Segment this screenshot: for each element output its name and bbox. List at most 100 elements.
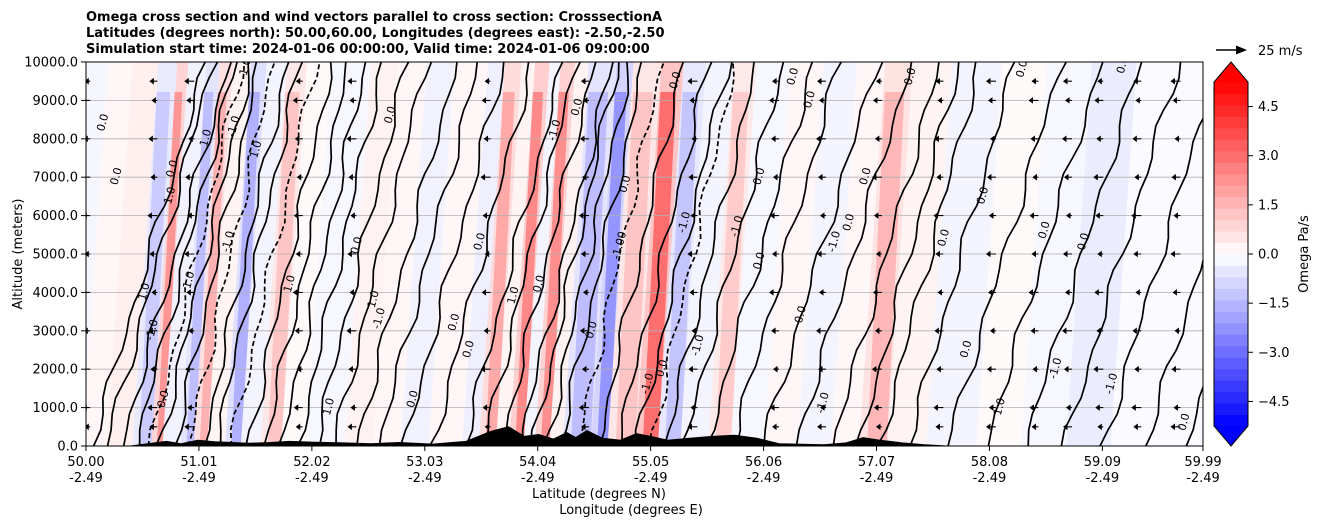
contour-label-30: -1.0 <box>638 372 656 396</box>
wind-vector-5-0 <box>484 77 491 85</box>
wind-vector-15-10 <box>1097 423 1104 431</box>
wind-vector-6-7 <box>579 327 589 335</box>
wind-vector-6-4 <box>578 212 589 219</box>
wind-vector-4-8 <box>348 365 357 373</box>
wind-vector-14-4 <box>1066 212 1072 219</box>
wind-vector-16-0 <box>1133 77 1142 85</box>
wind-vector-0-8 <box>86 368 91 370</box>
x-tick-label-lon-7: -2.49 <box>860 471 894 486</box>
wind-vector-4-1 <box>349 97 357 104</box>
wind-vector-14-0 <box>1063 77 1072 85</box>
wind-vector-11-9 <box>933 404 944 411</box>
wind-vector-10-0 <box>875 77 882 85</box>
wind-vector-0-7 <box>86 327 91 335</box>
contour-line-38 <box>795 62 913 446</box>
wind-vector-13-10 <box>1031 423 1039 431</box>
wind-vector-11-10 <box>935 423 944 431</box>
wind-vector-8-1 <box>769 97 779 104</box>
contour-line-16 <box>335 62 433 446</box>
wind-vector-16-9 <box>1131 404 1142 411</box>
wind-vector-8-8 <box>773 365 779 373</box>
wind-vector-3-0 <box>295 77 303 85</box>
wind-vector-3-10 <box>295 423 303 431</box>
contour-line-40 <box>854 62 960 446</box>
colorbar-segment-16 <box>1214 231 1248 244</box>
contour-label-33: -1.0 <box>675 210 693 234</box>
wind-vector-3-1 <box>292 97 303 104</box>
contour-label-1: 0.0 <box>108 166 125 186</box>
contour-label-2: 1.0 <box>136 281 153 301</box>
wind-vector-2-1 <box>186 97 195 104</box>
wind-vector-13-9 <box>1029 404 1039 411</box>
wind-vector-11-6 <box>937 289 944 296</box>
wind-vector-5-3 <box>480 173 491 181</box>
wind-vector-16-1 <box>1135 97 1142 104</box>
contour-line-12 <box>263 62 347 446</box>
wind-vector-6-2 <box>579 135 589 143</box>
colorbar-segment-25 <box>1214 127 1248 140</box>
contour-label-6: 0.0 <box>164 158 181 178</box>
wind-vector-2-2 <box>188 135 195 143</box>
wind-vector-14-8 <box>1064 365 1072 373</box>
contour-label-56: 0.0 <box>1175 412 1192 432</box>
contour-label-20: 0.0 <box>445 312 462 332</box>
wind-vector-1-5 <box>149 250 158 258</box>
colorbar-segment-29 <box>1214 82 1248 94</box>
wind-vector-2-4 <box>187 212 195 219</box>
wind-vector-7-2 <box>691 135 698 143</box>
wind-vector-1-8 <box>150 365 158 373</box>
wind-vector-9-9 <box>820 404 826 411</box>
y-tick-label-5: 5000.0 <box>33 248 79 263</box>
contour-line-29 <box>599 62 685 446</box>
colorbar-segment-20 <box>1214 185 1248 198</box>
contour-label-31: 0.0 <box>653 358 670 378</box>
wind-vector-12-4 <box>988 212 996 219</box>
wind-vector-11-5 <box>935 250 944 258</box>
terrain-profile <box>86 426 1203 446</box>
contour-label-17: -1.0 <box>370 306 388 330</box>
wind-vector-7-9 <box>690 404 698 411</box>
wind-vector-15-1 <box>1094 97 1104 104</box>
wind-vector-8-2 <box>771 135 779 143</box>
contour-line-5 <box>155 62 250 446</box>
wind-vector-5-7 <box>483 327 491 335</box>
contour-line-4 <box>147 62 246 446</box>
contour-label-54: -1.0 <box>1102 372 1120 396</box>
contour-line-41 <box>876 62 977 446</box>
contour-line-46 <box>1060 62 1182 446</box>
wind-vector-17-0 <box>1170 77 1181 85</box>
x-axis-label-longitude: Longitude (degrees E) <box>559 503 703 518</box>
x-tick-label-lon-10: -2.49 <box>1186 471 1220 486</box>
wind-vector-12-0 <box>985 77 996 85</box>
wind-vector-15-3 <box>1093 173 1104 181</box>
wind-vector-17-8 <box>1171 365 1181 373</box>
wind-vector-3-9 <box>293 404 303 411</box>
vector-key-arrow-head <box>1236 45 1247 55</box>
wind-vector-4-7 <box>346 327 357 335</box>
colorbar-segment-19 <box>1214 196 1248 209</box>
contour-line-0 <box>92 62 206 446</box>
colorbar-segment-9 <box>1214 311 1248 324</box>
contour-line-35 <box>705 62 814 446</box>
wind-vector-6-1 <box>582 97 589 104</box>
colorbar-segment-3 <box>1214 380 1248 393</box>
colorbar-segment-12 <box>1214 276 1248 289</box>
wind-vector-13-4 <box>1029 212 1039 219</box>
wind-vector-15-0 <box>1097 77 1104 85</box>
wind-vector-12-2 <box>989 135 996 143</box>
wind-vector-10-5 <box>875 250 882 258</box>
wind-vector-13-5 <box>1031 250 1039 258</box>
colorbar-outline <box>1213 61 1249 447</box>
x-tick-label-lon-8: -2.49 <box>973 471 1007 486</box>
wind-vector-15-4 <box>1095 212 1104 219</box>
contour-line-8 <box>204 62 290 446</box>
contour-label-4: 0.0 <box>155 389 172 409</box>
y-tick-label-0: 0.0 <box>57 440 78 455</box>
contour-line-9 <box>219 62 304 446</box>
contour-line-14 <box>296 62 383 446</box>
wind-vector-6-3 <box>581 173 589 181</box>
wind-vector-9-5 <box>817 250 826 258</box>
contour-label-44: 0.0 <box>857 166 874 186</box>
colorbar-segment-21 <box>1214 173 1248 186</box>
